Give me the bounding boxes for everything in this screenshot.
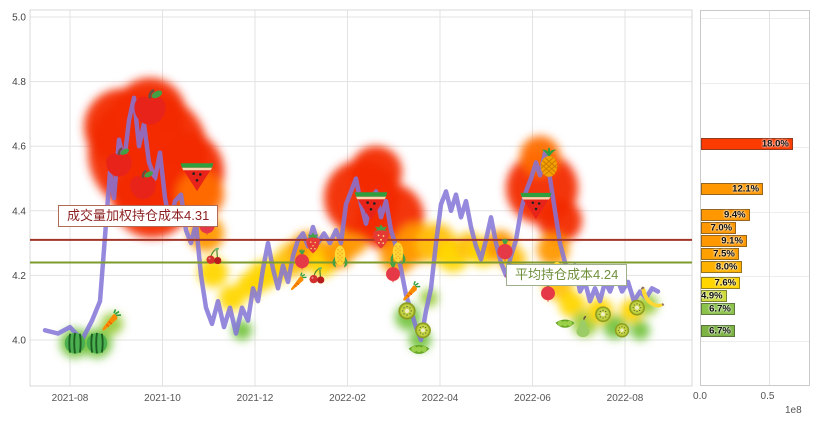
cost-bar-label: 6.7% <box>709 325 731 337</box>
melon-icon <box>86 332 108 354</box>
y-tick-label: 4.6 <box>12 142 26 153</box>
cost-bar-label: 7.6% <box>714 277 737 289</box>
pear-icon <box>576 315 590 338</box>
apple-icon <box>134 88 166 125</box>
hist-gridline <box>701 341 809 342</box>
main-chart-svg: 2021-08 2021-10 2021-12 2022-02 2022-04 2022-… <box>12 9 693 404</box>
x-tick-label: 2022-06 <box>514 393 551 404</box>
hist-gridline <box>701 211 809 213</box>
hist-gridline <box>701 276 809 278</box>
watermelon-icon <box>180 163 214 192</box>
corn-icon <box>332 245 348 268</box>
y-tick-label: 5.0 <box>12 13 26 24</box>
cost-bar: 8.0% <box>701 260 742 273</box>
volume-blob <box>198 257 228 288</box>
corn-icon <box>390 242 406 265</box>
x-tick-label: 2022-04 <box>422 393 459 404</box>
kiwi-icon <box>398 302 416 320</box>
carrot-icon <box>102 309 122 331</box>
strawberry-icon <box>306 232 320 254</box>
chart-canvas: 2021-08 2021-10 2021-12 2022-02 2022-04 2022-… <box>12 9 693 404</box>
cost-bar: 7.6% <box>701 276 741 289</box>
volume-blob <box>219 285 245 311</box>
cost-bar-label: 12.1% <box>732 183 760 195</box>
cost-bar: 12.1% <box>701 183 764 196</box>
hist-x-tick-label: 0.5 <box>760 391 775 402</box>
y-tick-label: 4.4 <box>12 206 26 217</box>
pineapple-icon <box>540 147 558 177</box>
strawberry-icon <box>373 224 389 249</box>
price-volume-chart: 2021-08 2021-10 2021-12 2022-02 2022-04 2022-… <box>12 9 693 404</box>
hist-x-tick-label: 0.0 <box>693 391 707 402</box>
histogram-unit-label: 1e8 <box>785 405 802 416</box>
radish-icon <box>386 262 400 283</box>
cost-bar-label: 9.4% <box>723 209 746 221</box>
avg-cost-annotation: 平均持仓成本4.24 <box>506 264 628 286</box>
peas-icon <box>555 319 575 328</box>
x-tick-label: 2021-08 <box>52 393 89 404</box>
cost-bar: 6.7% <box>701 302 735 315</box>
vwap-cost-annotation: 成交量加权持仓成本4.31 <box>58 205 219 227</box>
plot-border <box>29 9 693 387</box>
carrot-icon <box>403 280 421 301</box>
y-tick-label: 4.2 <box>12 271 26 282</box>
hist-gridline <box>701 82 809 84</box>
cherry-icon <box>206 247 222 265</box>
radish-icon <box>497 238 513 261</box>
kiwi-icon <box>415 322 431 339</box>
melon-icon <box>64 332 86 354</box>
x-tick-label: 2021-10 <box>144 393 181 404</box>
volume-blob <box>559 291 585 318</box>
hist-gridline-v <box>768 11 770 385</box>
cost-bar: 7.0% <box>701 222 737 234</box>
x-tick-label: 2021-12 <box>237 393 274 404</box>
carrot-icon <box>290 272 307 291</box>
cost-bar: 6.7% <box>701 325 735 338</box>
cost-bar: 18.0% <box>701 138 793 150</box>
cost-bar-label: 7.5% <box>713 248 735 260</box>
watermelon-icon <box>520 192 552 220</box>
peas-icon <box>408 344 430 354</box>
cost-bar: 4.9% <box>700 289 727 302</box>
hist-gridline <box>701 18 809 19</box>
apple-icon <box>130 169 156 200</box>
cost-bar-label: 6.7% <box>709 303 731 315</box>
cost-bar-label: 8.0% <box>715 261 738 273</box>
x-tick-label: 2022-02 <box>329 393 366 404</box>
cost-bar: 9.4% <box>701 209 750 221</box>
watermelon-icon <box>354 192 388 221</box>
volume-blob <box>630 320 650 341</box>
cost-bar: 7.5% <box>701 247 739 260</box>
x-tick-label: 2022-08 <box>607 393 644 404</box>
apple-icon <box>106 147 132 177</box>
cost-distribution-histogram: 18.0% 12.1% 9.4% 7.0% 9.1% 7.5% 8.0% 7.6% 4.9% 6.… <box>700 10 810 386</box>
banana-icon <box>640 286 665 308</box>
cherry-icon <box>309 267 325 284</box>
cost-bar-label: 7.0% <box>710 222 733 234</box>
kiwi-icon <box>614 323 630 338</box>
kiwi-icon <box>595 306 611 323</box>
radish-icon <box>295 249 309 270</box>
y-tick-label: 4.0 <box>12 336 26 347</box>
y-tick-label: 4.8 <box>12 77 26 88</box>
cost-bar: 9.1% <box>701 234 747 247</box>
cost-bar-label: 4.9% <box>700 290 723 302</box>
cost-bar-label: 18.0% <box>761 138 789 150</box>
cost-bar-label: 9.1% <box>721 235 743 247</box>
volume-blob <box>538 198 582 243</box>
kiwi-icon <box>629 299 645 316</box>
